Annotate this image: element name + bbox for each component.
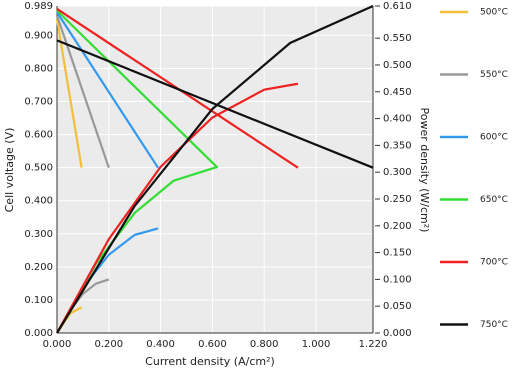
voltage-line xyxy=(56,9,219,169)
plot-area xyxy=(57,6,373,333)
legend-label: 550°C xyxy=(480,70,508,80)
voltage-line xyxy=(56,39,374,169)
y2-tick-label: 0.350 xyxy=(383,140,412,151)
legend-label: 700°C xyxy=(480,258,508,268)
legend-label: 500°C xyxy=(480,8,508,18)
y-tick-label: 0.900 xyxy=(24,30,53,41)
y2-tick-label: 0.100 xyxy=(383,274,412,285)
voltage-line xyxy=(55,15,110,169)
y2-tick-label: 0.000 xyxy=(383,328,412,339)
x-tick-label: 0.200 xyxy=(94,339,123,350)
y-tick-label: 0.600 xyxy=(24,130,53,141)
x-axis-title: Current density (A/cm²) xyxy=(145,355,275,368)
y2-tick-label: 0.550 xyxy=(383,33,412,44)
power-line xyxy=(56,4,374,334)
y2-tick-label: 0.610 xyxy=(383,1,412,12)
y2-tick-label: 0.250 xyxy=(383,194,412,205)
y2-axis-title: Power density (W/cm²) xyxy=(418,108,431,233)
y-tick-label: 0.989 xyxy=(24,1,53,12)
y-tick-label: 0.400 xyxy=(24,196,53,207)
y-tick-label: 0.200 xyxy=(24,262,53,273)
x-tick-label: 0.600 xyxy=(198,339,227,350)
x-tick-label: 0.800 xyxy=(250,339,279,350)
legend-label: 750°C xyxy=(480,320,508,330)
y2-tick-label: 0.200 xyxy=(383,221,412,232)
legend-label: 600°C xyxy=(480,133,508,143)
y2-tick-label: 0.450 xyxy=(383,87,412,98)
x-tick-label: 1.220 xyxy=(359,339,388,350)
y-tick-label: 0.700 xyxy=(24,97,53,108)
y2-tick-label: 0.500 xyxy=(383,60,412,71)
voltage-line xyxy=(55,18,83,168)
y2-tick-label: 0.400 xyxy=(383,114,412,125)
x-tick-label: 1.000 xyxy=(302,339,331,350)
y-tick-label: 0.800 xyxy=(24,63,53,74)
y-tick-label: 0.100 xyxy=(24,295,53,306)
y2-tick-label: 0.300 xyxy=(383,167,412,178)
y-axis-title: Cell voltage (V) xyxy=(3,128,16,213)
y-tick-label: 0.300 xyxy=(24,229,53,240)
y2-tick-label: 0.150 xyxy=(383,248,412,259)
x-tick-label: 0.400 xyxy=(146,339,175,350)
y-tick-label: 0.500 xyxy=(24,163,53,174)
y-tick-label: 0.000 xyxy=(24,328,53,339)
y2-tick-label: 0.050 xyxy=(383,301,412,312)
x-tick-label: 0.000 xyxy=(43,339,72,350)
legend-label: 650°C xyxy=(480,195,508,205)
voltage-line xyxy=(56,11,159,169)
